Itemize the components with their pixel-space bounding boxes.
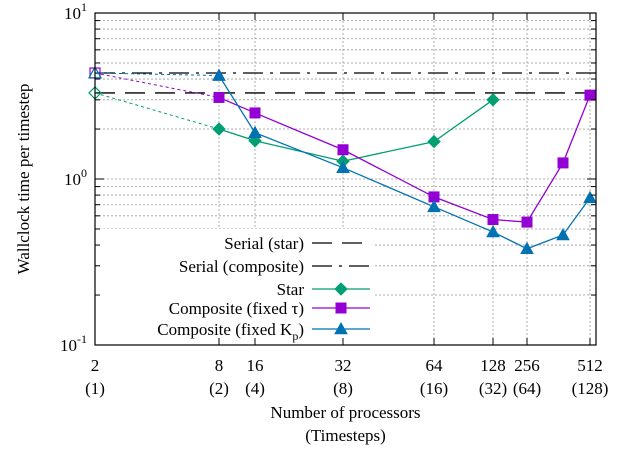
- x-tick-sublabel: (64): [513, 379, 541, 398]
- data-point: [584, 89, 596, 101]
- x-tick-label: 8: [215, 356, 224, 375]
- legend: Serial (star)Serial (composite)StarCompo…: [100, 229, 374, 343]
- x-tick-sublabel: (4): [245, 379, 265, 398]
- data-point: [337, 144, 349, 156]
- legend-marker: [334, 321, 348, 335]
- x-tick-label: 512: [577, 356, 603, 375]
- legend-background: [100, 229, 374, 341]
- x-tick-sublabel: (1): [85, 379, 105, 398]
- data-point: [336, 160, 350, 173]
- data-point: [249, 107, 261, 119]
- data-point: [487, 214, 499, 226]
- y-axis-label: Wallclock time per timestep: [14, 84, 33, 275]
- series-connector: [94, 72, 220, 98]
- data-point: [212, 122, 226, 136]
- legend-label: Composite (fixed τ): [169, 299, 304, 318]
- data-point: [213, 91, 225, 103]
- x-axis-label: Number of processors: [270, 403, 420, 422]
- series-layer: [87, 65, 597, 255]
- tick-layer: 2 (1) 8 (2) 16 (4) 32 (8) 64 (16) 128 (32) 256 (64) 51…: [60, 0, 608, 398]
- y-tick-label: 100: [64, 166, 87, 189]
- legend-label: Serial (star): [224, 234, 304, 253]
- x-axis-sublabel: (Timesteps): [305, 426, 386, 445]
- x-tick-label: 256: [514, 356, 540, 375]
- x-tick-sublabel: (128): [572, 379, 609, 398]
- x-tick-sublabel: (2): [209, 379, 229, 398]
- series-2: [88, 86, 500, 168]
- data-point: [486, 224, 500, 238]
- data-point: [248, 125, 262, 139]
- data-point: [427, 134, 441, 149]
- x-tick-sublabel: (8): [333, 379, 353, 398]
- legend-marker: [335, 302, 347, 314]
- x-tick-label: 32: [335, 356, 352, 375]
- x-tick-sublabel: (32): [479, 379, 507, 398]
- legend-label: Serial (composite): [179, 257, 304, 276]
- series-connector: [94, 92, 220, 130]
- y-tick-label: 101: [64, 0, 87, 23]
- series-line: [218, 94, 591, 223]
- x-tick-label: 2: [91, 356, 100, 375]
- y-tick-label: 10-1: [60, 332, 87, 355]
- series-4: [87, 65, 597, 255]
- series-line: [218, 75, 591, 250]
- legend-label: Composite (fixed Kp): [157, 320, 304, 343]
- x-tick-label: 64: [426, 356, 444, 375]
- data-point: [521, 216, 533, 228]
- data-point: [557, 157, 569, 169]
- x-tick-label: 16: [247, 356, 264, 375]
- x-tick-sublabel: (16): [420, 379, 448, 398]
- x-tick-label: 128: [480, 356, 506, 375]
- data-point: [427, 199, 441, 213]
- data-point: [520, 241, 534, 255]
- data-point: [583, 190, 597, 204]
- data-point: [556, 227, 570, 241]
- data-point: [212, 68, 226, 81]
- series-connector: [94, 72, 220, 77]
- data-point: [486, 93, 500, 107]
- series-3: [89, 67, 596, 228]
- legend-marker: [334, 282, 348, 296]
- legend-label: Star: [277, 280, 305, 299]
